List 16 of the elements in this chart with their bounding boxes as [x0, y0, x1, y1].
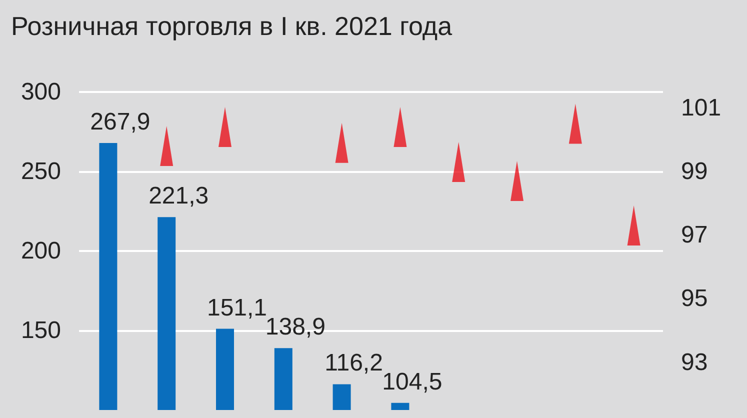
y2-tick-label: 95 — [681, 285, 708, 312]
y2-tick-label: 99 — [681, 158, 708, 185]
y-tick-label: 150 — [20, 317, 61, 344]
y-tick-label: 200 — [20, 238, 61, 264]
data-label: 104,5 — [382, 368, 442, 396]
y2-tick-label: 93 — [681, 348, 708, 376]
data-label: 116,2 — [324, 350, 383, 377]
y2-tick-label: 101 — [681, 94, 722, 122]
data-label: 221,3 — [148, 182, 209, 210]
chart-title: Розничная торговля в I кв. 2021 года — [11, 11, 453, 41]
data-label: 151,1 — [206, 294, 268, 322]
data-label: 267,9 — [90, 108, 150, 136]
y-tick-label: 250 — [20, 158, 61, 185]
y2-tick-label: 97 — [681, 222, 708, 249]
y-tick-label: 300 — [20, 78, 61, 106]
data-label: 138,9 — [265, 314, 326, 341]
